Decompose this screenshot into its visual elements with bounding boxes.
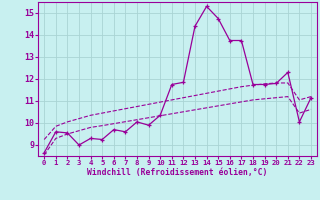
X-axis label: Windchill (Refroidissement éolien,°C): Windchill (Refroidissement éolien,°C): [87, 168, 268, 177]
